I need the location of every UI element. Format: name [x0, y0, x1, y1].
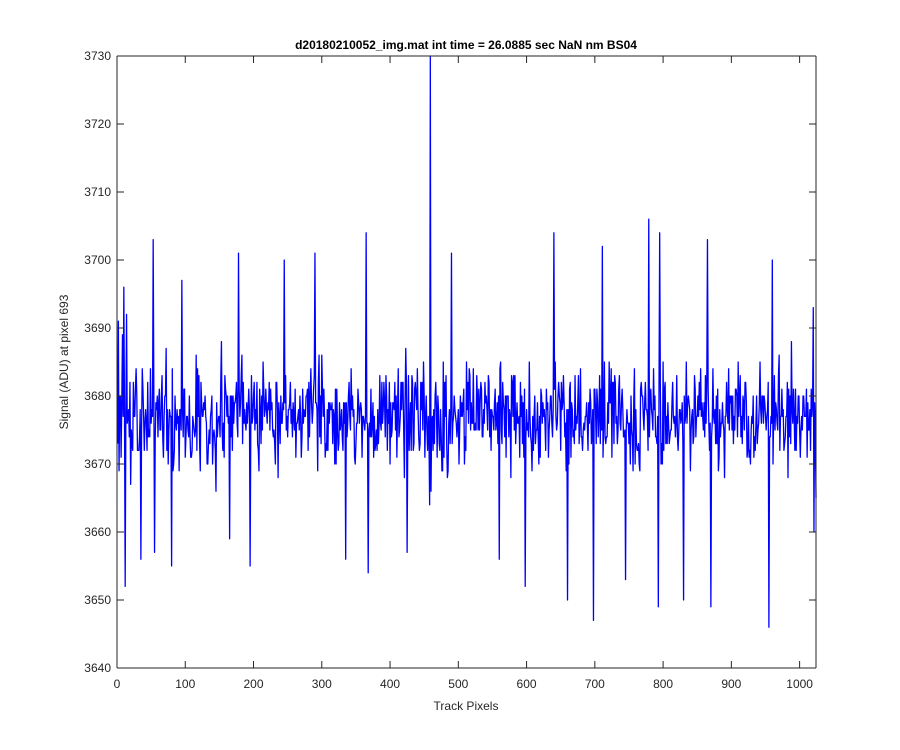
x-tick-label: 600: [517, 677, 537, 691]
x-tick-label: 900: [721, 677, 741, 691]
x-axis-label: Track Pixels: [434, 699, 499, 713]
series-line: [117, 55, 817, 628]
y-tick-label: 3660: [84, 525, 111, 539]
x-tick-label: 0: [114, 677, 121, 691]
x-tick-label: 1000: [786, 677, 813, 691]
y-tick-label: 3690: [84, 321, 111, 335]
x-tick-label: 400: [380, 677, 400, 691]
y-tick-label: 3670: [84, 457, 111, 471]
y-tick-label: 3700: [84, 253, 111, 267]
x-tick-label: 500: [448, 677, 468, 691]
y-tick-label: 3730: [84, 49, 111, 63]
y-tick-label: 3680: [84, 389, 111, 403]
axes-layer: [116, 55, 817, 669]
x-tick-label: 200: [244, 677, 264, 691]
series-layer: [117, 55, 817, 628]
y-tick-label: 3720: [84, 117, 111, 131]
y-tick-label: 3650: [84, 593, 111, 607]
y-axis-label: Signal (ADU) at pixel 693: [57, 294, 71, 429]
y-tick-label: 3640: [84, 661, 111, 675]
chart-title: d20180210052_img.mat int time = 26.0885 …: [295, 38, 637, 52]
x-tick-label: 100: [175, 677, 195, 691]
x-tick-label: 700: [585, 677, 605, 691]
x-tick-label: 800: [653, 677, 673, 691]
y-tick-label: 3710: [84, 185, 111, 199]
x-tick-label: 300: [312, 677, 332, 691]
ticks-layer: 0 100 200 300 400 500 600 700 800 900 1000 3640 3650…: [84, 49, 816, 691]
